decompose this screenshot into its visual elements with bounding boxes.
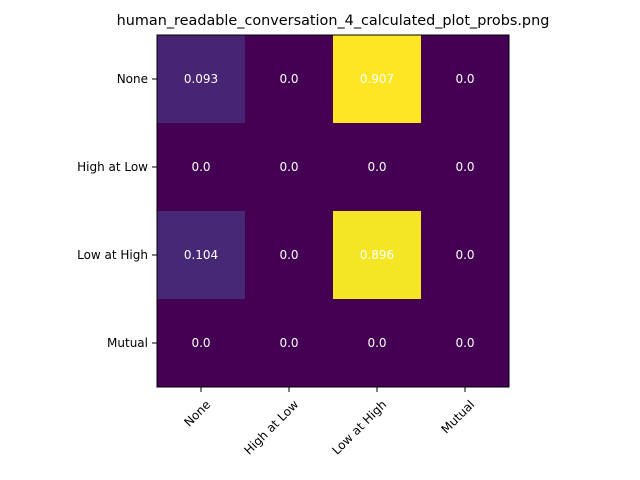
cell-value-label-2-0: 0.104: [184, 248, 218, 262]
heatmap-cell-3-1: [245, 299, 333, 387]
heatmap-cell-2-2: [333, 211, 421, 299]
y-tick-label: Mutual: [107, 336, 148, 350]
heatmap-cell-0-2: [333, 35, 421, 123]
heatmap-cell-3-0: [157, 299, 245, 387]
y-tick-label: None: [117, 72, 148, 86]
heatmap-cell-1-3: [421, 123, 509, 211]
cell-value-label-0-0: 0.093: [184, 72, 218, 86]
cell-value-label-2-2: 0.896: [360, 248, 394, 262]
x-tick-label: None: [181, 397, 213, 429]
cell-value-label-1-0: 0.0: [191, 160, 210, 174]
heatmap-cell-1-1: [245, 123, 333, 211]
cell-value-label-1-2: 0.0: [367, 160, 386, 174]
heatmap-cell-0-3: [421, 35, 509, 123]
heatmap-cell-labels: 0.093 0.0 0.907 0.0 0.0 0.0 0.0 0.0 0.104 0.0 0.89…: [184, 72, 475, 350]
heatmap-cell-3-3: [421, 299, 509, 387]
y-axis-ticks: None High at Low Low at High Mutual: [77, 72, 157, 350]
y-tick-label: High at Low: [77, 160, 148, 174]
x-axis-ticks: None High at Low Low at High Mutual: [181, 387, 477, 457]
cell-value-label-0-2: 0.907: [360, 72, 394, 86]
heatmap-cell-0-0: [157, 35, 245, 123]
cell-value-label-1-1: 0.0: [279, 160, 298, 174]
cell-value-label-1-3: 0.0: [455, 160, 474, 174]
cell-value-label-0-3: 0.0: [455, 72, 474, 86]
heatmap-cell-2-3: [421, 211, 509, 299]
x-tick-label: High at Low: [241, 397, 301, 457]
plot-frame: [156, 34, 510, 388]
cell-value-label-2-3: 0.0: [455, 248, 474, 262]
cell-value-label-0-1: 0.0: [279, 72, 298, 86]
heatmap-cell-2-0: [157, 211, 245, 299]
heatmap-cell-1-0: [157, 123, 245, 211]
heatmap-cells: [157, 35, 509, 387]
heatmap-cell-1-2: [333, 123, 421, 211]
heatmap-cell-2-1: [245, 211, 333, 299]
cell-value-label-2-1: 0.0: [279, 248, 298, 262]
heatmap-cell-0-1: [245, 35, 333, 123]
heatmap-cell-3-2: [333, 299, 421, 387]
cell-value-label-3-1: 0.0: [279, 336, 298, 350]
chart-title: human_readable_conversation_4_calculated…: [117, 13, 550, 29]
cell-value-label-3-3: 0.0: [455, 336, 474, 350]
x-tick-label: Mutual: [438, 397, 477, 436]
cell-value-label-3-0: 0.0: [191, 336, 210, 350]
x-tick-label: Low at High: [329, 397, 389, 457]
cell-value-label-3-2: 0.0: [367, 336, 386, 350]
y-tick-label: Low at High: [77, 248, 148, 262]
